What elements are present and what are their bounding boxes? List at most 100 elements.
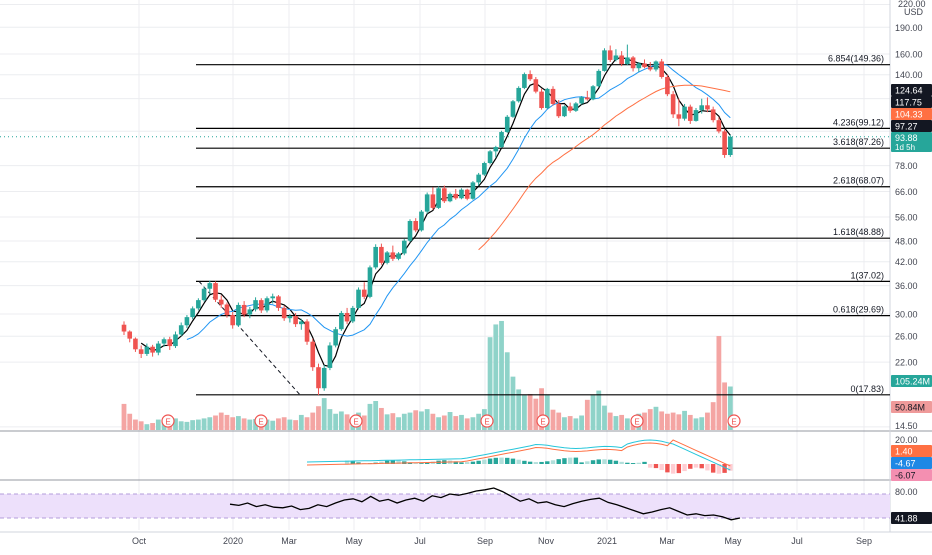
candle-body [682, 106, 687, 119]
volume-bar [127, 413, 133, 430]
macd-histogram-bar [562, 458, 567, 464]
candle-body [670, 94, 676, 115]
earnings-marker-icon [254, 414, 268, 428]
candle-body [230, 315, 235, 326]
volume-bar [441, 415, 447, 430]
volume-bar [504, 352, 510, 430]
candle-body [487, 151, 493, 164]
volume-bar [407, 412, 413, 430]
candle-body [653, 61, 659, 70]
candle-body [287, 316, 293, 319]
earnings-marker-letter: E [731, 418, 736, 427]
macd-tag-macd: -4.67 [891, 457, 932, 469]
candle-body [533, 79, 539, 92]
candle-body [430, 194, 436, 208]
fib-level-label: 1.618(48.88) [833, 227, 884, 237]
candle-body [333, 329, 338, 346]
price-tick-label: 22.00 [895, 358, 918, 368]
candle-body [150, 346, 155, 353]
candle-body [196, 300, 201, 309]
candle-body [602, 50, 607, 71]
candle-body [327, 345, 333, 368]
macd-histogram-bar [710, 464, 716, 473]
time-axis-label: Nov [538, 536, 555, 546]
candle-body [184, 317, 190, 326]
candle-body [361, 289, 367, 297]
volume-bar [470, 417, 476, 430]
volume-bar [670, 412, 676, 430]
time-axis-label: 2020 [223, 536, 243, 546]
volume-bar [367, 403, 373, 430]
time-axis-label: Mar [281, 536, 297, 546]
price-tick-label: 48.00 [895, 236, 918, 246]
rsi-tag-current-text: 41.88 [895, 514, 918, 524]
macd-histogram-bar [510, 458, 516, 464]
candle-body [167, 339, 173, 347]
candle-body [596, 70, 602, 87]
candle-body [178, 325, 184, 335]
volume-bar [293, 420, 298, 430]
candle-body [424, 194, 430, 212]
macd-histogram-bar [533, 462, 539, 464]
volume-bar [659, 411, 665, 430]
candle-body [413, 220, 419, 231]
time-axis-label: Sep [477, 536, 493, 546]
volume-bar [338, 411, 344, 430]
candle-body [436, 188, 441, 208]
volume-bar [133, 419, 138, 430]
volume-bar [241, 418, 247, 430]
macd-histogram-bar [590, 460, 596, 464]
candle-body [373, 246, 378, 268]
macd-histogram-bar [682, 464, 687, 472]
macd-line [306, 439, 731, 471]
macd-histogram-bar [476, 460, 481, 464]
fib-level-label: 1(37.02) [850, 270, 884, 280]
candle-body [218, 299, 224, 305]
volume-bar [144, 424, 150, 430]
macd-histogram-bar [539, 461, 544, 464]
fibonacci-levels: 6.854(149.36) 4.236(99.12) 3.618(87.26) 2.6… [196, 54, 890, 396]
volume-bar [527, 394, 533, 430]
macd-tag-macd-text: -4.67 [895, 459, 916, 469]
candle-body [258, 300, 264, 311]
volume-tag-current: 105.24M [891, 375, 932, 387]
price-tag-fib-text: 117.75 [895, 98, 922, 108]
macd-pane: 20.00 [306, 435, 918, 474]
macd-histogram-bar [545, 461, 550, 464]
volume-bar [390, 413, 396, 430]
macd-histogram-bar [522, 460, 527, 464]
candle-body [390, 252, 396, 259]
candle-body [625, 57, 630, 65]
volume-bar [567, 416, 573, 430]
volume-bar [642, 412, 647, 430]
candle-body [522, 74, 527, 88]
candle-body [705, 105, 710, 110]
macd-histogram-bar [356, 462, 361, 464]
macd-histogram-bar [585, 461, 590, 464]
candle-body [539, 91, 544, 109]
price-tick-label: 30.00 [895, 310, 918, 320]
volume-bar [596, 390, 602, 430]
candle-body [396, 253, 401, 259]
volume-bar [522, 395, 527, 430]
price-tick-label: 56.00 [895, 213, 918, 223]
volume-bar [184, 421, 190, 430]
candle-body [253, 300, 258, 310]
earnings-marker-icon [630, 414, 644, 428]
macd-histogram-bar [716, 464, 722, 474]
candle-body [344, 312, 350, 322]
candle-body [699, 105, 705, 111]
candle-body [544, 88, 550, 109]
macd-histogram-bar [630, 463, 636, 464]
volume-bar [276, 418, 281, 430]
volume-bar [573, 418, 579, 430]
macd-histogram-bar [688, 464, 693, 469]
candles [121, 44, 733, 396]
candle-body [665, 76, 670, 95]
price-tag-ma-mid: 124.64 [891, 84, 932, 96]
volume-bar [687, 414, 693, 430]
candle-body [264, 298, 270, 311]
